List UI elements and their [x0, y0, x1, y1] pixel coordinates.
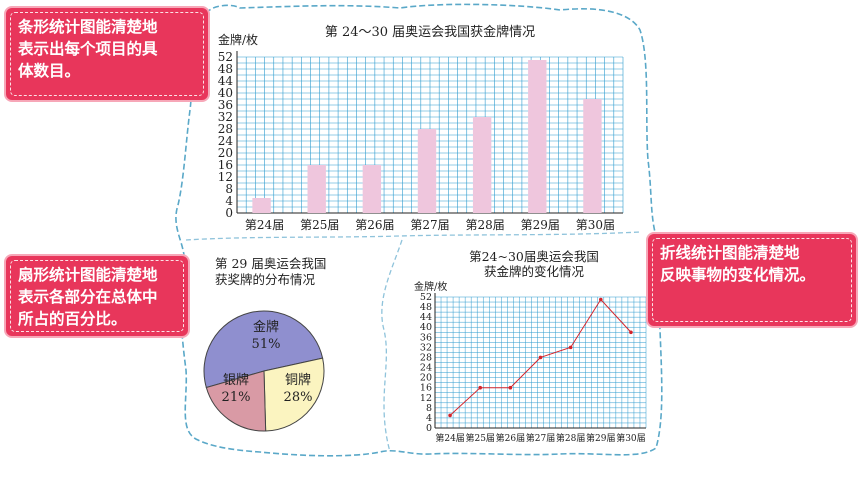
- bar-chart-ytick: 8: [225, 182, 233, 196]
- pie-slice-percent: 28%: [284, 390, 313, 405]
- line-chart-xtick: 第29届: [586, 432, 615, 444]
- bar-chart-ytick: 40: [218, 86, 233, 100]
- pie-slice: [263, 357, 325, 432]
- line-chart: 第24~30届奥运会我国获金牌的变化情况金牌/枚0481216202428323…: [414, 249, 647, 444]
- bar-chart-callout: 条形统计图能清楚地 表示出每个项目的具 体数目。: [4, 6, 210, 102]
- bar-chart-bar: [252, 198, 271, 213]
- bar-chart-bar: [362, 165, 382, 213]
- bar-chart-ylabel: 金牌/枚: [218, 32, 258, 47]
- line-chart-title-line1: 第24~30届奥运会我国: [469, 249, 599, 264]
- line-chart-ytick: 28: [420, 352, 432, 363]
- bar-chart-xtick: 第27届: [410, 218, 449, 232]
- pie-slice-percent: 51%: [252, 337, 281, 352]
- bar-chart-callout-text: 条形统计图能清楚地 表示出每个项目的具 体数目。: [18, 18, 158, 80]
- line-chart-ytick: 8: [426, 403, 432, 414]
- bar-chart-ytick: 24: [218, 134, 234, 148]
- pie-chart-callout-text: 扇形统计图能清楚地 表示各部分在总体中 所占的百分比。: [18, 266, 158, 328]
- line-chart-point: [629, 330, 633, 335]
- bar-chart-ytick: 52: [218, 50, 233, 64]
- bar-chart-bar: [307, 165, 326, 213]
- bar-chart-title: 第 24～30 届奥运会我国获金牌情况: [325, 24, 535, 40]
- bar-chart-ytick: 36: [218, 98, 233, 112]
- bar-chart-ytick: 16: [218, 158, 233, 172]
- line-chart-ytick: 40: [420, 322, 432, 333]
- line-chart-point: [478, 385, 483, 390]
- line-chart-point: [508, 385, 513, 390]
- line-chart-xtick: 第30届: [616, 432, 645, 444]
- line-chart-point: [448, 413, 452, 418]
- pie-slice-percent: 21%: [222, 390, 251, 405]
- line-chart-ytick: 32: [420, 342, 432, 353]
- line-chart-callout-text: 折线统计图能清楚地 反映事物的变化情况。: [660, 244, 816, 284]
- bar-chart-ytick: 28: [218, 122, 233, 136]
- bar-chart-xtick: 第26届: [355, 218, 394, 232]
- bar-chart-ytick: 20: [218, 146, 233, 160]
- line-chart-ytick: 24: [420, 363, 432, 374]
- line-chart-ytick: 12: [420, 393, 432, 404]
- bar-chart-xtick: 第30届: [576, 218, 615, 232]
- line-chart-xtick: 第25届: [465, 432, 494, 444]
- line-chart-ytick: 48: [420, 302, 432, 313]
- line-chart-callout: 折线统计图能清楚地 反映事物的变化情况。: [646, 232, 858, 328]
- pie-slice: [205, 370, 267, 432]
- pie-slice: [203, 310, 324, 389]
- bar-chart-bar: [472, 117, 492, 213]
- line-chart-grid: [434, 296, 647, 429]
- cloud-divider-vertical: [381, 239, 403, 453]
- line-chart-ytick: 44: [420, 312, 432, 323]
- cloud-frame: [175, 3, 663, 457]
- line-chart-point: [598, 297, 603, 302]
- bar-chart-xtick: 第24届: [245, 218, 284, 232]
- line-chart-ytick: 4: [426, 413, 432, 424]
- bar-chart-ytick: 32: [218, 110, 233, 124]
- bar-chart: 第 24～30 届奥运会我国获金牌情况金牌/枚04812162024283236…: [218, 24, 624, 232]
- line-chart-xtick: 第24届: [435, 432, 464, 444]
- pie-chart-title-line2: 获奖牌的分布情况: [215, 272, 316, 287]
- line-chart-xtick: 第26届: [496, 432, 525, 444]
- line-chart-title-line2: 获金牌的变化情况: [484, 264, 585, 279]
- pie-slice-label: 铜牌: [285, 372, 311, 388]
- line-chart-xtick: 第28届: [556, 432, 585, 444]
- bar-chart-ytick: 48: [218, 62, 233, 76]
- bar-chart-bar: [528, 60, 547, 213]
- bar-chart-ytick: 12: [218, 170, 233, 184]
- line-chart-ylabel: 金牌/枚: [414, 280, 447, 293]
- line-chart-xtick: 第27届: [526, 432, 555, 444]
- pie-slice-label: 银牌: [223, 372, 249, 388]
- bar-chart-ytick: 0: [225, 206, 233, 220]
- pie-chart-title-line1: 第 29 届奥运会我国: [215, 256, 326, 271]
- line-chart-point: [568, 345, 573, 350]
- line-chart-ytick: 16: [420, 383, 432, 394]
- line-chart-point: [538, 355, 543, 360]
- bar-chart-ytick: 44: [218, 74, 234, 88]
- bar-chart-bar: [583, 99, 602, 213]
- bar-chart-ytick: 4: [225, 194, 233, 208]
- bar-chart-xtick: 第28届: [466, 218, 505, 232]
- bar-chart-bar: [417, 129, 437, 213]
- pie-chart-callout: 扇形统计图能清楚地 表示各部分在总体中 所占的百分比。: [4, 254, 190, 338]
- bar-chart-xtick: 第29届: [521, 218, 560, 232]
- line-chart-ytick: 0: [426, 423, 432, 434]
- bar-chart-xtick: 第25届: [300, 218, 339, 232]
- line-chart-ytick: 52: [420, 292, 432, 303]
- line-chart-ytick: 20: [420, 373, 432, 384]
- line-chart-ytick: 36: [420, 332, 432, 343]
- cloud-divider-horizontal: [185, 231, 641, 241]
- pie-slice-label: 金牌: [253, 319, 279, 335]
